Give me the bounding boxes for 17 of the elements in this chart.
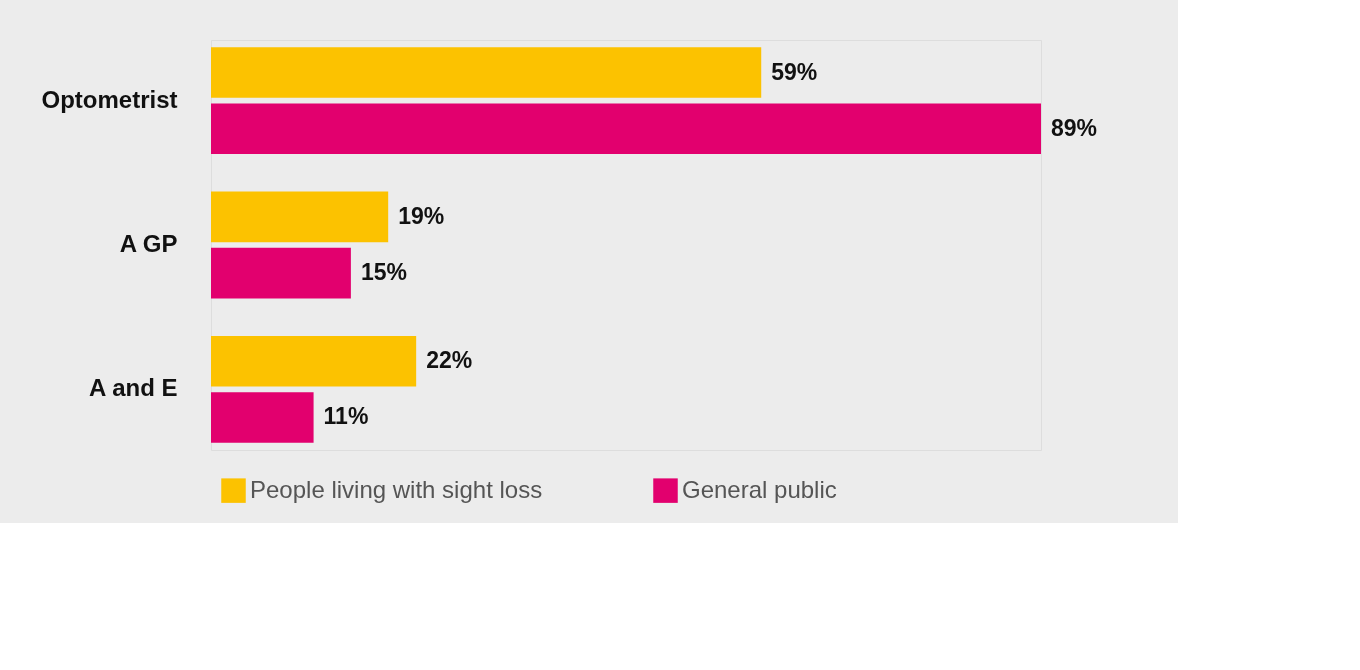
data-label: 89% xyxy=(1051,114,1098,141)
y-tick-label: A and E xyxy=(89,374,178,402)
data-label: 15% xyxy=(360,259,407,286)
y-tick-label: Optometrist xyxy=(41,85,178,113)
bar xyxy=(211,191,389,243)
bar xyxy=(211,103,1041,155)
legend-label: General public xyxy=(682,475,837,503)
data-label: 19% xyxy=(398,202,445,229)
data-label: 22% xyxy=(426,347,473,374)
bar xyxy=(211,47,762,98)
legend-label: People living with sight loss xyxy=(250,475,543,503)
bar xyxy=(211,247,351,299)
y-tick-label: A GP xyxy=(119,230,178,257)
bar xyxy=(211,335,417,387)
bar xyxy=(211,392,314,443)
data-label: 11% xyxy=(323,403,369,430)
data-label: 59% xyxy=(771,58,818,85)
